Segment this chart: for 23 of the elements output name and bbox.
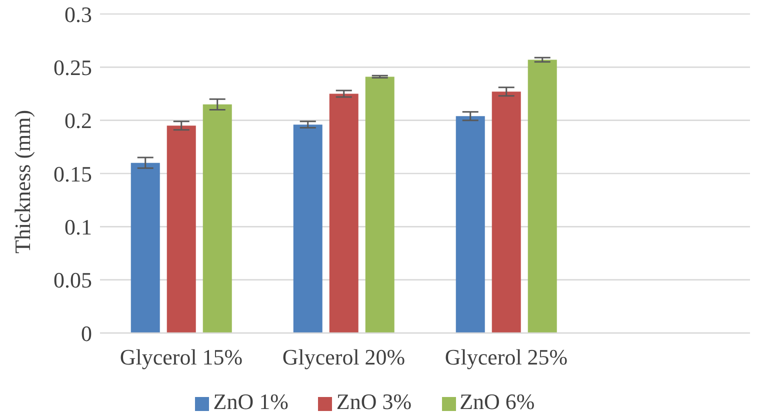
y-tick-label: 0.2 (64, 108, 92, 134)
bar (202, 104, 232, 333)
bar (293, 124, 322, 333)
legend-label: ZnO 3% (336, 389, 412, 414)
y-tick-label: 0.25 (54, 54, 92, 80)
y-axis-title: Thickness (mm) (10, 110, 35, 254)
y-tick-label: 0.1 (64, 214, 92, 240)
bar (528, 60, 557, 333)
bar (456, 116, 485, 333)
bar (365, 76, 394, 333)
y-tick-label: 0.15 (54, 161, 92, 186)
bar (130, 162, 160, 333)
bar (329, 94, 358, 333)
y-tick-label: 0.3 (64, 2, 92, 27)
x-tick-label: Glycerol 15% (120, 344, 243, 370)
bar (492, 92, 521, 333)
y-tick-label: 0.05 (54, 268, 92, 293)
legend-label: ZnO 6% (460, 389, 535, 414)
x-tick-label: Glycerol 20% (282, 344, 406, 370)
x-tick-label: Glycerol 25% (444, 344, 568, 370)
legend-label: ZnO 1% (213, 389, 288, 414)
bar (166, 126, 196, 333)
y-tick-label: 0 (81, 320, 92, 346)
